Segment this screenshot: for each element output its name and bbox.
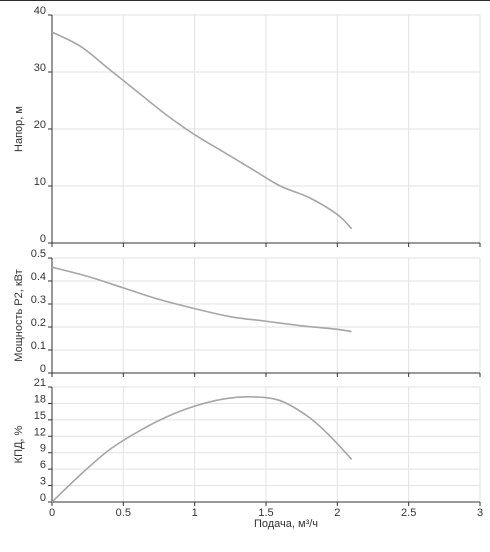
y-tick-label: 10 — [34, 176, 46, 188]
y-tick-label: 3 — [40, 476, 46, 488]
top-border-line — [0, 0, 490, 1]
chart-panel-3: 0 3 6 9 12 15 18 21 0 0.5 1 1.5 2 2.5 3 КПД, % Подача, м… — [13, 377, 483, 530]
y-tick-label: 9 — [40, 443, 46, 455]
y-tick-label: 18 — [34, 393, 46, 405]
x-tick-label: 2 — [334, 507, 340, 519]
x-tick-label: 0.5 — [116, 507, 131, 519]
x-tick-label: 0 — [49, 507, 55, 519]
y-tick-label: 0.2 — [31, 317, 46, 329]
y-tick-label: 20 — [34, 119, 46, 131]
x-tick-label: 1.5 — [258, 507, 273, 519]
chart-panel-1: 0 10 20 30 40 Напор, м — [13, 5, 481, 247]
y-tick-label: 12 — [34, 426, 46, 438]
series-line-1-1 — [51, 31, 353, 230]
y-tick-label: 15 — [34, 410, 46, 422]
y-tick-label: 0 — [40, 363, 46, 375]
x-tick-label: 1 — [192, 507, 198, 519]
y-tick-label: 0 — [40, 492, 46, 504]
x-axis-title: Подача, м³/ч — [254, 518, 318, 530]
y-tick-label: 6 — [40, 459, 46, 471]
y-tick-label: 0.4 — [31, 271, 46, 283]
y-tick-label: 21 — [34, 377, 46, 389]
y-axis-title: Мощность P2, кВт — [13, 269, 25, 361]
chart-panel-2: 0 0.1 0.2 0.3 0.4 0.5 Мощность P2, кВт — [13, 248, 481, 377]
y-axis-title: Напор, м — [13, 106, 25, 152]
y-tick-label: 0 — [40, 233, 46, 245]
y-tick-label: 40 — [34, 5, 46, 17]
y-tick-label: 0.1 — [31, 340, 46, 352]
y-tick-label: 0.3 — [31, 294, 46, 306]
y-tick-label: 0.5 — [31, 248, 46, 260]
y-axis-title: КПД, % — [13, 425, 25, 463]
series-line-3-1 — [51, 396, 353, 503]
x-tick-label: 3 — [477, 507, 483, 519]
series-line-2-1 — [51, 266, 352, 333]
x-tick-label: 2.5 — [401, 507, 416, 519]
y-tick-label: 30 — [34, 62, 46, 74]
